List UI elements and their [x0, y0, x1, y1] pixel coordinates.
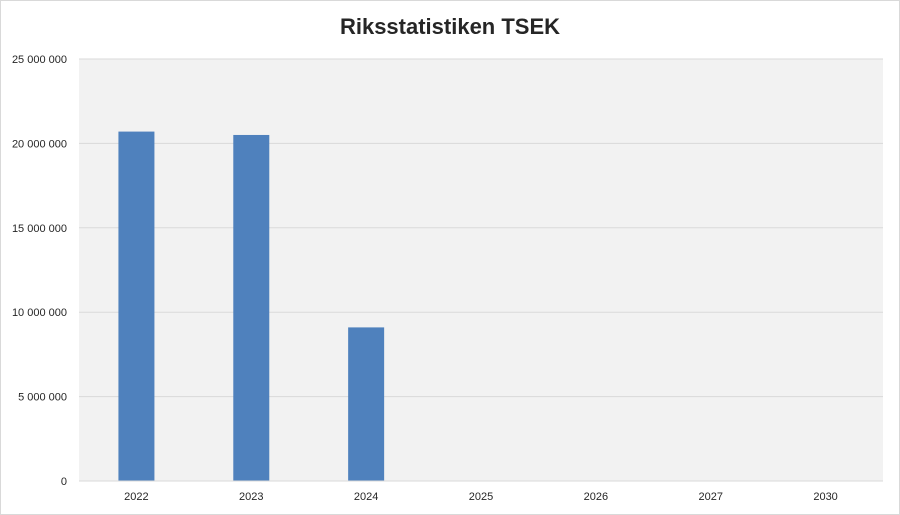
y-tick-label: 0	[61, 476, 67, 488]
bar-2024	[348, 327, 385, 481]
y-tick-label: 5 000 000	[18, 392, 67, 404]
x-tick-label: 2030	[813, 491, 837, 503]
bars	[118, 131, 385, 482]
plot-area	[79, 59, 883, 481]
x-tick-label: 2024	[354, 491, 378, 503]
gridlines	[79, 58, 883, 398]
x-tick-label: 2026	[584, 491, 608, 503]
x-axis-ticks: 2022 2023 2024 2025 2026 2027 2030	[124, 491, 838, 503]
y-axis-ticks: 0 5 000 000 10 000 000 15 000 000 20 000 000…	[12, 54, 67, 488]
x-tick-label: 2023	[239, 491, 263, 503]
x-tick-label: 2025	[469, 491, 493, 503]
bar-2022	[118, 131, 155, 482]
x-tick-label: 2027	[698, 491, 722, 503]
bar-2023	[233, 134, 270, 481]
y-tick-label: 15 000 000	[12, 223, 67, 235]
y-tick-label: 20 000 000	[12, 138, 67, 150]
x-tick-label: 2022	[124, 491, 148, 503]
chart-title: Riksstatistiken TSEK	[339, 14, 561, 39]
y-tick-label: 25 000 000	[12, 54, 67, 66]
y-tick-label: 10 000 000	[12, 307, 67, 319]
